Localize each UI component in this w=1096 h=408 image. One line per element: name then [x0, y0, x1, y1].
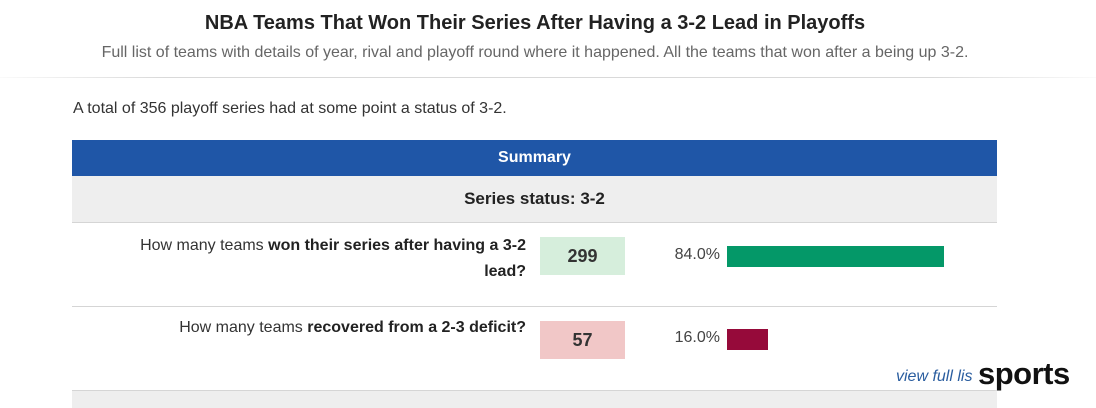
question-recovered-bold: recovered from a 2-3 deficit? [307, 319, 526, 336]
count-won: 299 [540, 237, 625, 275]
page-subtitle: Full list of teams with details of year,… [101, 44, 969, 61]
question-won-bold: won their series after having a 3-2 lead… [268, 237, 526, 280]
series-status-label: Series status: 3-2 [72, 176, 997, 223]
view-full-list-link[interactable]: view full lis [896, 368, 973, 385]
page-title: NBA Teams That Won Their Series After Ha… [204, 12, 866, 34]
percent-recovered: 16.0% [674, 329, 720, 346]
question-recovered: How many teams recovered from a 2-3 defi… [106, 315, 526, 341]
summary-header: Summary [72, 140, 997, 176]
header-divider [0, 77, 1096, 78]
summary-row-won: How many teams won their series after ha… [72, 223, 997, 307]
intro-text: A total of 356 playoff series had at som… [73, 100, 507, 117]
question-won: How many teams won their series after ha… [126, 233, 526, 285]
watermark-logo: sports [978, 356, 1070, 391]
summary-row-recovered: How many teams recovered from a 2-3 defi… [72, 307, 997, 391]
percent-won: 84.0% [674, 246, 720, 263]
bar-won [727, 246, 944, 267]
question-won-prefix: How many teams [140, 237, 269, 254]
bottom-row [72, 391, 997, 408]
bar-recovered [727, 329, 768, 350]
question-recovered-prefix: How many teams [179, 319, 308, 336]
count-recovered: 57 [540, 321, 625, 359]
